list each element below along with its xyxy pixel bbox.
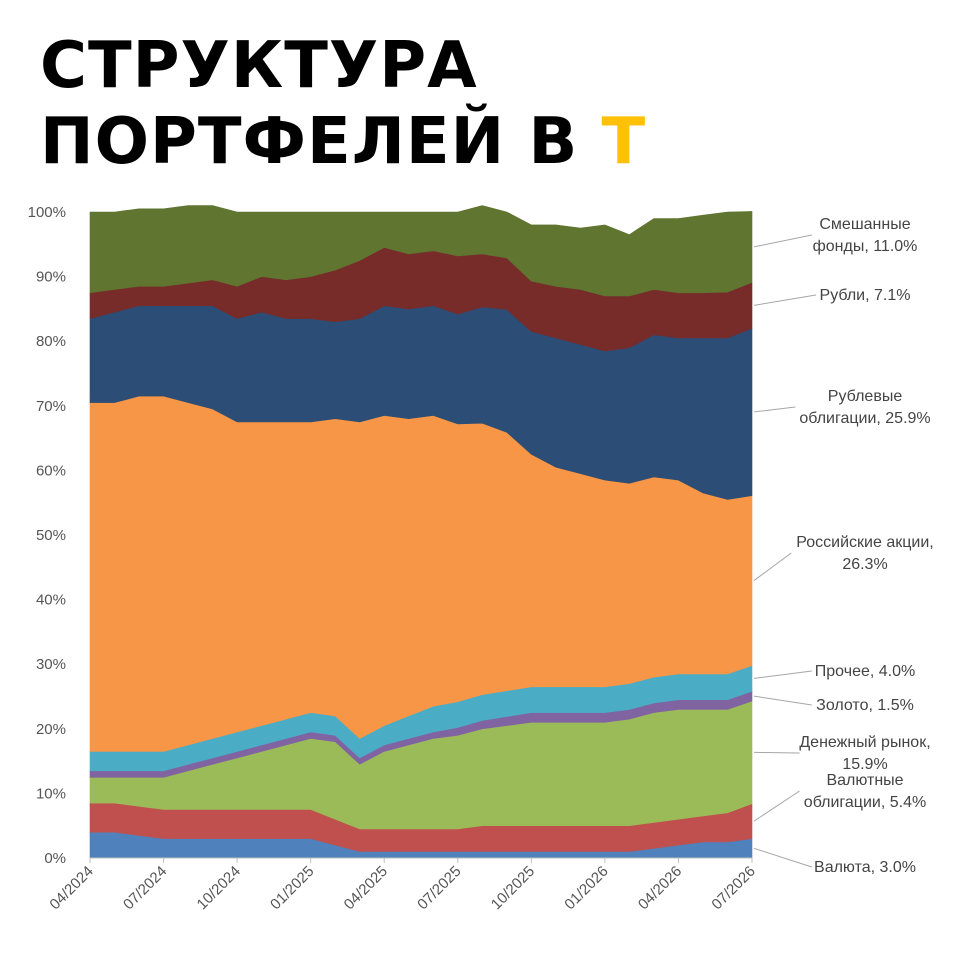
legend-label-6: Российские акции,	[796, 534, 933, 551]
x-tick-label: 04/2024	[46, 863, 96, 913]
legend-label-4: Золото, 1.5%	[816, 697, 914, 714]
y-tick-label: 10%	[36, 785, 66, 802]
legend-leader-line	[753, 294, 816, 306]
y-tick-label: 40%	[36, 592, 66, 609]
area-layers	[89, 205, 753, 859]
legend-label-9: фонды, 11.0%	[813, 238, 918, 255]
y-tick-label: 0%	[44, 850, 66, 867]
legend-label-9: Смешанные	[819, 216, 910, 233]
x-tick-label: 10/2024	[194, 863, 244, 913]
legend-label-2: Валютные	[826, 772, 903, 789]
y-tick-label: 70%	[36, 398, 66, 415]
y-tick-label: 100%	[28, 204, 66, 221]
x-tick-label: 10/2025	[488, 863, 538, 913]
legend-leader-line	[753, 406, 796, 413]
legend-label-3: 15.9%	[842, 756, 887, 773]
area-series-9	[89, 205, 753, 297]
x-tick-label: 04/2025	[341, 863, 391, 913]
y-tick-label: 30%	[36, 656, 66, 673]
legend-leader-line	[753, 234, 812, 248]
title-line-2: ПОРТФЕЛЕЙ В Т	[40, 104, 646, 180]
x-tick-label: 04/2026	[635, 863, 685, 913]
legend-leader-line	[753, 695, 812, 706]
legend-label-6: 26.3%	[842, 556, 887, 573]
legend-label-5: Прочее, 4.0%	[815, 663, 915, 680]
legend-leader-line	[753, 751, 800, 754]
legend-label-1: Валюта, 3.0%	[814, 859, 916, 876]
x-tick-label: 07/2024	[120, 863, 170, 913]
title-line-2-main: ПОРТФЕЛЕЙ В	[40, 105, 602, 179]
legend-leader-line	[753, 790, 800, 822]
y-tick-label: 20%	[36, 721, 66, 738]
y-tick-label: 50%	[36, 527, 66, 544]
legend-label-7: облигации, 25.9%	[799, 410, 930, 427]
x-axis: 04/2024 07/2024 10/2024 01/2025 04/2025 07/20…	[46, 857, 759, 913]
legend-label-8: Рубли, 7.1%	[820, 287, 911, 304]
x-tick-label: 01/2025	[267, 863, 317, 913]
x-tick-label: 07/2025	[414, 863, 464, 913]
legend-leader-line	[753, 670, 812, 679]
legend-leader-line	[753, 847, 812, 868]
legend-label-2: облигации, 5.4%	[804, 794, 926, 811]
chart-title: СТРУКТУРА ПОРТФЕЛЕЙ В Т	[40, 28, 646, 180]
y-tick-label: 90%	[36, 269, 66, 286]
y-tick-label: 80%	[36, 333, 66, 350]
y-tick-label: 60%	[36, 462, 66, 479]
y-axis: 0% 10% 20% 30% 40% 50% 60% 70% 80% 90% 100%	[28, 204, 66, 867]
x-tick-label: 07/2026	[708, 863, 758, 913]
title-line-1: СТРУКТУРА	[40, 29, 478, 103]
legend-label-3: Денежный рынок,	[799, 734, 930, 751]
x-tick-label: 01/2026	[561, 863, 611, 913]
legend-label-7: Рублевые	[828, 388, 903, 405]
legend-leader-line	[753, 552, 792, 581]
legend: Валюта, 3.0% Валютные облигации, 5.4% Денеж…	[753, 216, 934, 876]
title-accent-letter: Т	[601, 105, 647, 179]
